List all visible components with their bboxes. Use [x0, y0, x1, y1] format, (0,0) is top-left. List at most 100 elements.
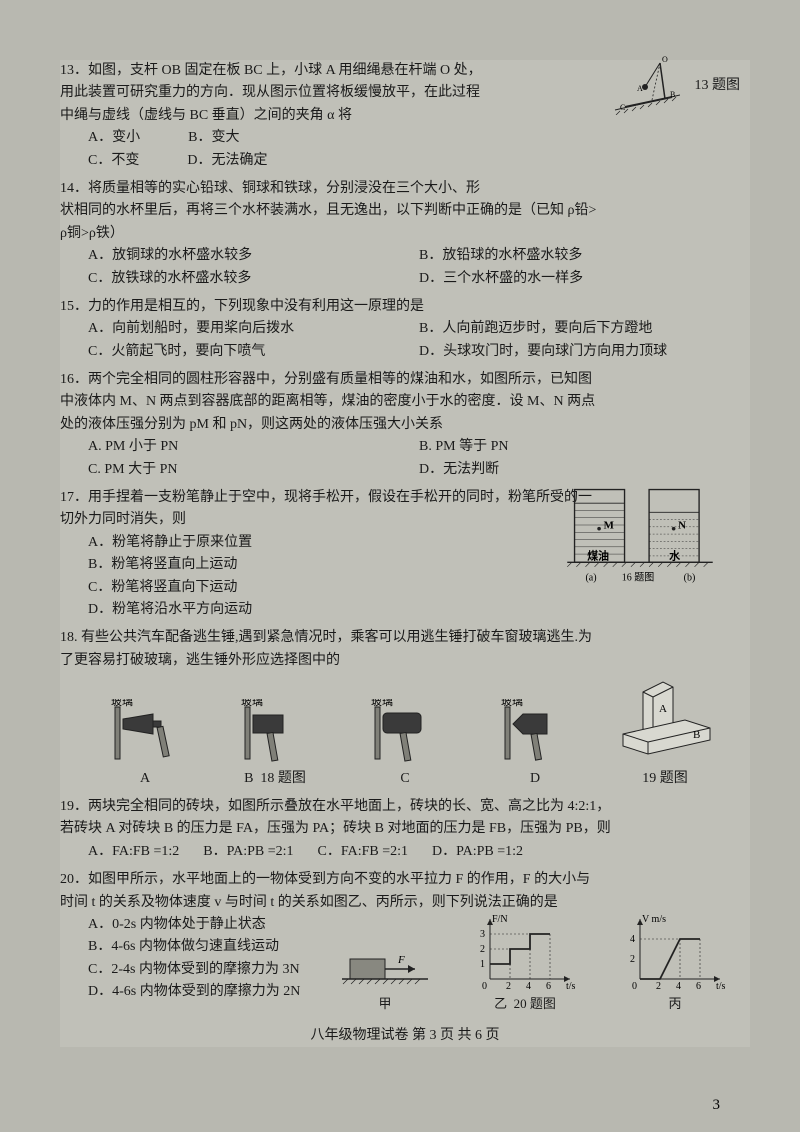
svg-text:玻璃: 玻璃 — [501, 699, 523, 708]
q20-optB: B．4-6s 内物体做匀速直线运动 — [88, 936, 320, 958]
q16-optC: C. PM 大于 PN — [88, 459, 419, 481]
svg-text:水: 水 — [669, 549, 680, 563]
svg-text:t/s: t/s — [716, 981, 726, 992]
q16-line1: 16．两个完全相同的圆柱形容器中，分别盛有质量相等的煤油和水，如图所示，已知图 — [60, 369, 750, 391]
q20-fig-jia: F 甲 — [340, 939, 430, 1015]
svg-text:4: 4 — [676, 981, 681, 992]
hammer-D: 玻璃 — [485, 699, 585, 764]
svg-text:F/N: F/N — [492, 914, 508, 925]
q19-optC: C．FA:FB =2:1 — [318, 841, 409, 863]
q16-line2: 中液体内 M、N 两点到容器底部的距离相等，煤油的密度小于水的密度．设 M、N … — [60, 391, 750, 413]
svg-text:A: A — [659, 703, 667, 715]
q20-fig-bing: V m/s t/s 4 2 0 — [620, 914, 730, 1015]
svg-text:t/s: t/s — [566, 981, 576, 992]
svg-text:0: 0 — [632, 981, 637, 992]
page-container: O A B C 13 题图 13．如图，支杆 OB 固定在板 BC 上，小球 A… — [0, 0, 800, 1132]
q16-figure: M N — [560, 485, 720, 585]
q18-labelB: B 18 题图 — [225, 768, 325, 790]
svg-text:6: 6 — [546, 981, 551, 992]
svg-text:2: 2 — [656, 981, 661, 992]
q14-optA: A．放铜球的水杯盛水较多 — [88, 245, 419, 267]
q18-line1: 18. 有些公共汽车配备逃生锤,遇到紧急情况时，乘客可以用逃生锤打破车窗玻璃逃生… — [60, 627, 750, 649]
q19-line2: 若砖块 A 对砖块 B 的压力是 FA，压强为 PA；砖块 B 对地面的压力是 … — [60, 818, 750, 840]
q19-figure-wrap: A B — [615, 680, 715, 763]
q13-optB: B．变大 — [188, 127, 239, 149]
q19-optA: A．FA:FB =1:2 — [88, 841, 179, 863]
svg-text:2: 2 — [506, 981, 511, 992]
q20-optC: C．2-4s 内物体受到的摩擦力为 3N — [88, 959, 320, 981]
svg-text:(a): (a) — [585, 572, 596, 583]
q14-optB: B．放铅球的水杯盛水较多 — [419, 245, 750, 267]
q15-optC: C．火箭起飞时，要向下喷气 — [88, 341, 419, 363]
q20-optD: D．4-6s 内物体受到的摩擦力为 2N — [88, 981, 320, 1003]
svg-text:1: 1 — [480, 959, 485, 970]
q14-optC: C．放铁球的水杯盛水较多 — [88, 268, 419, 290]
svg-text:16 题图: 16 题图 — [622, 571, 655, 583]
q20-line1: 20．如图甲所示，水平地面上的一物体受到方向不变的水平拉力 F 的作用，F 的大… — [60, 869, 750, 891]
q14-line3: ρ铜>ρ铁） — [60, 223, 750, 245]
question-16: 16．两个完全相同的圆柱形容器中，分别盛有质量相等的煤油和水，如图所示，已知图 … — [60, 369, 750, 481]
q20-fig-yi: F/N t/s — [470, 914, 580, 1015]
svg-text:B: B — [693, 729, 700, 741]
q19-figure: A B — [615, 680, 715, 755]
hammer-C: 玻璃 — [355, 699, 455, 764]
q20-line2: 时间 t 的关系及物体速度 v 与时间 t 的关系如图乙、丙所示，则下列说法正确… — [60, 892, 750, 914]
q13-optC: C．不变 — [88, 150, 139, 172]
svg-text:4: 4 — [630, 934, 635, 945]
svg-text:玻璃: 玻璃 — [111, 699, 133, 708]
q20-optA: A．0-2s 内物体处于静止状态 — [88, 914, 320, 936]
q14-line2: 状相同的水杯里后，再将三个水杯装满水，且无逸出，以下判断中正确的是（已知 ρ铅> — [60, 200, 750, 222]
q15-optB: B．人向前跑迈步时，要向后下方蹬地 — [419, 318, 750, 340]
svg-text:B: B — [670, 90, 675, 99]
q13-optD: D．无法确定 — [187, 150, 267, 172]
svg-text:C: C — [620, 103, 625, 112]
exam-paper: O A B C 13 题图 13．如图，支杆 OB 固定在板 BC 上，小球 A… — [60, 60, 750, 1047]
q14-optD: D．三个水杯盛的水一样多 — [419, 268, 750, 290]
q19-figure-label: 19 题图 — [615, 768, 715, 790]
svg-text:3: 3 — [480, 929, 485, 940]
q17-optD: D．粉笔将沿水平方向运动 — [60, 599, 750, 621]
svg-text:N: N — [678, 520, 686, 532]
q14-line1: 14．将质量相等的实心铅球、铜球和铁球，分别浸没在三个大小、形 — [60, 178, 750, 200]
svg-text:2: 2 — [630, 954, 635, 965]
question-14: 14．将质量相等的实心铅球、铜球和铁球，分别浸没在三个大小、形 状相同的水杯里后… — [60, 178, 750, 290]
svg-text:玻璃: 玻璃 — [371, 699, 393, 708]
hammer-B: 玻璃 — [225, 699, 325, 764]
q13-figure-label: 13 题图 — [695, 75, 741, 97]
q18-labelD: D — [485, 768, 585, 790]
svg-text:2: 2 — [480, 944, 485, 955]
q18-line2: 了更容易打破玻璃，逃生锤外形应选择图中的 — [60, 650, 750, 672]
hammer-A: 玻璃 — [95, 699, 195, 764]
q16-line3: 处的液体压强分别为 pM 和 pN，则这两处的液体压强大小关系 — [60, 414, 750, 436]
svg-text:(b): (b) — [684, 572, 696, 583]
q13-figure: O A B C — [610, 55, 680, 115]
q19-line1: 19．两块完全相同的砖块，如图所示叠放在水平地面上，砖块的长、宽、高之比为 4:… — [60, 796, 750, 818]
q15-line1: 15．力的作用是相互的，下列现象中没有利用这一原理的是 — [60, 296, 750, 318]
svg-text:煤油: 煤油 — [587, 549, 609, 563]
svg-text:玻璃: 玻璃 — [241, 699, 263, 708]
svg-text:4: 4 — [526, 981, 531, 992]
q19-optB: B．PA:PB =2:1 — [203, 841, 293, 863]
question-18: 18. 有些公共汽车配备逃生锤,遇到紧急情况时，乘客可以用逃生锤打破车窗玻璃逃生… — [60, 627, 750, 790]
svg-text:6: 6 — [696, 981, 701, 992]
q13-optA: A．变小 — [88, 127, 140, 149]
q16-optD: D．无法判断 — [419, 459, 750, 481]
question-20: 20．如图甲所示，水平地面上的一物体受到方向不变的水平拉力 F 的作用，F 的大… — [60, 869, 750, 1015]
question-15: 15．力的作用是相互的，下列现象中没有利用这一原理的是 A．向前划船时，要用桨向… — [60, 296, 750, 363]
doc-page-number: 3 — [713, 1097, 721, 1114]
svg-text:0: 0 — [482, 981, 487, 992]
footer-pagination: 八年级物理试卷 第 3 页 共 6 页 — [60, 1025, 750, 1047]
q18-labelA: A — [95, 768, 195, 790]
svg-text:M: M — [604, 520, 614, 532]
q15-optD: D．头球攻门时，要向球门方向用力顶球 — [419, 341, 750, 363]
svg-text:V m/s: V m/s — [642, 914, 666, 925]
q15-optA: A．向前划船时，要用桨向后拨水 — [88, 318, 419, 340]
q16-optB: B. PM 等于 PN — [419, 436, 750, 458]
svg-text:A: A — [637, 84, 643, 93]
q18-labelC: C — [355, 768, 455, 790]
q19-optD: D．PA:PB =1:2 — [432, 841, 523, 863]
svg-text:O: O — [662, 55, 668, 64]
question-19: 19．两块完全相同的砖块，如图所示叠放在水平地面上，砖块的长、宽、高之比为 4:… — [60, 796, 750, 863]
q16-optA: A. PM 小于 PN — [88, 436, 419, 458]
svg-text:F: F — [397, 954, 405, 966]
